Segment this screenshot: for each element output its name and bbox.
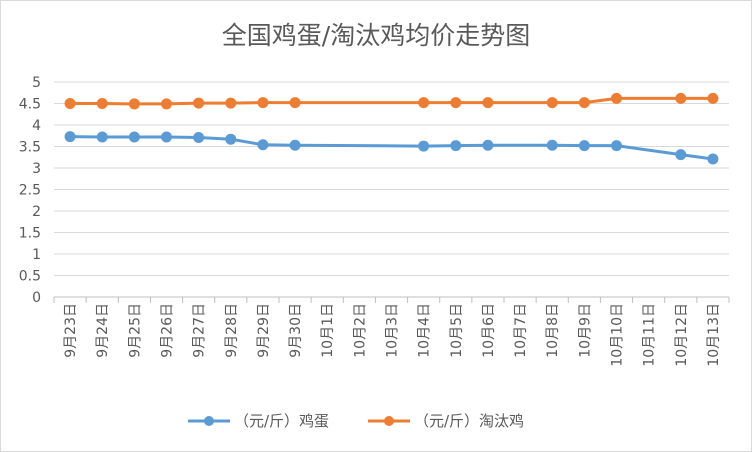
- x-tick-label: 10月11日: [642, 303, 658, 367]
- legend-label: （元/斤）鸡蛋: [234, 412, 329, 430]
- legend-marker: [204, 416, 214, 426]
- data-point: [675, 92, 687, 104]
- data-point: [675, 149, 687, 161]
- data-point: [225, 133, 237, 145]
- data-point: [578, 140, 590, 152]
- data-point: [257, 139, 269, 151]
- legend-item: （元/斤）鸡蛋: [188, 412, 329, 430]
- y-tick-label: 3: [32, 161, 41, 177]
- y-tick-label: 4: [32, 118, 41, 134]
- x-tick-label: 10月5日: [449, 303, 465, 358]
- chart-title: 全国鸡蛋/淘汰鸡均价走势图: [222, 21, 530, 50]
- data-point: [482, 97, 494, 109]
- y-tick-label: 2.5: [19, 183, 41, 199]
- data-point: [128, 98, 140, 110]
- x-tick-label: 10月1日: [320, 303, 336, 358]
- legend-item: （元/斤）淘汰鸡: [368, 412, 524, 430]
- data-point: [546, 139, 558, 151]
- x-tick-label: 9月26日: [160, 303, 176, 358]
- data-point: [450, 97, 462, 109]
- series-1: [64, 131, 719, 165]
- data-point: [64, 131, 76, 143]
- data-point: [418, 97, 430, 109]
- series-2: [64, 92, 719, 110]
- data-point: [193, 97, 205, 109]
- x-tick-label: 10月3日: [385, 303, 401, 358]
- x-tick-label: 9月27日: [192, 303, 208, 358]
- data-point: [289, 139, 301, 151]
- y-tick-label: 2: [32, 204, 41, 220]
- x-tick-label: 9月25日: [127, 303, 143, 358]
- x-tick-label: 10月8日: [545, 303, 561, 358]
- data-point: [546, 97, 558, 109]
- y-tick-label: 1.5: [19, 226, 41, 242]
- x-tick-label: 10月7日: [513, 303, 529, 358]
- data-point: [289, 97, 301, 109]
- data-point: [707, 92, 719, 104]
- x-tick-label: 9月30日: [288, 303, 304, 358]
- x-tick-label: 10月13日: [706, 303, 722, 367]
- x-tick-label: 10月9日: [577, 303, 593, 358]
- data-point: [578, 97, 590, 109]
- y-tick-labels: 0 0.5 1 1.5 2 2.5 3 3.5 4 4.5 5: [19, 75, 41, 306]
- series-line: [70, 96, 713, 106]
- axes: [53, 296, 730, 303]
- data-point: [257, 97, 269, 109]
- legend-marker: [384, 416, 394, 426]
- data-point: [611, 140, 622, 152]
- y-tick-label: 0: [32, 290, 41, 306]
- data-point: [418, 140, 430, 152]
- data-point: [450, 140, 462, 152]
- y-tick-label: 5: [32, 75, 41, 91]
- x-tick-label: 9月29日: [256, 303, 272, 358]
- legend: （元/斤）鸡蛋 （元/斤）淘汰鸡: [188, 412, 524, 430]
- data-point: [225, 97, 237, 109]
- data-point: [128, 131, 140, 143]
- data-point: [96, 131, 108, 143]
- gridlines: [54, 81, 729, 276]
- x-tick-label: 10月12日: [674, 303, 690, 367]
- data-point: [482, 139, 494, 151]
- x-tick-label: 9月24日: [95, 303, 111, 358]
- y-tick-label: 3.5: [19, 140, 41, 156]
- data-point: [193, 131, 205, 143]
- data-point: [161, 131, 172, 143]
- x-tick-label: 10月6日: [481, 303, 497, 358]
- data-point: [96, 98, 108, 109]
- series-line: [70, 135, 714, 161]
- y-tick-label: 1: [32, 247, 41, 263]
- y-tick-label: 0.5: [19, 269, 41, 285]
- data-point: [611, 92, 622, 104]
- x-tick-labels: 9月23日 9月24日 9月25日 9月26日 9月27日 9月28日 9月29日 9月30日…: [63, 303, 722, 367]
- x-tick-label: 9月23日: [63, 303, 79, 358]
- x-tick-label: 10月2日: [352, 303, 368, 358]
- data-point: [64, 98, 76, 109]
- series-group: [64, 92, 719, 165]
- legend-label: （元/斤）淘汰鸡: [414, 412, 524, 430]
- y-tick-label: 4.5: [19, 97, 41, 113]
- data-point: [161, 98, 172, 110]
- x-tick-label: 10月4日: [417, 303, 433, 358]
- data-point: [707, 153, 719, 165]
- x-tick-label: 10月10日: [610, 303, 626, 367]
- x-tick-label: 9月28日: [224, 303, 240, 358]
